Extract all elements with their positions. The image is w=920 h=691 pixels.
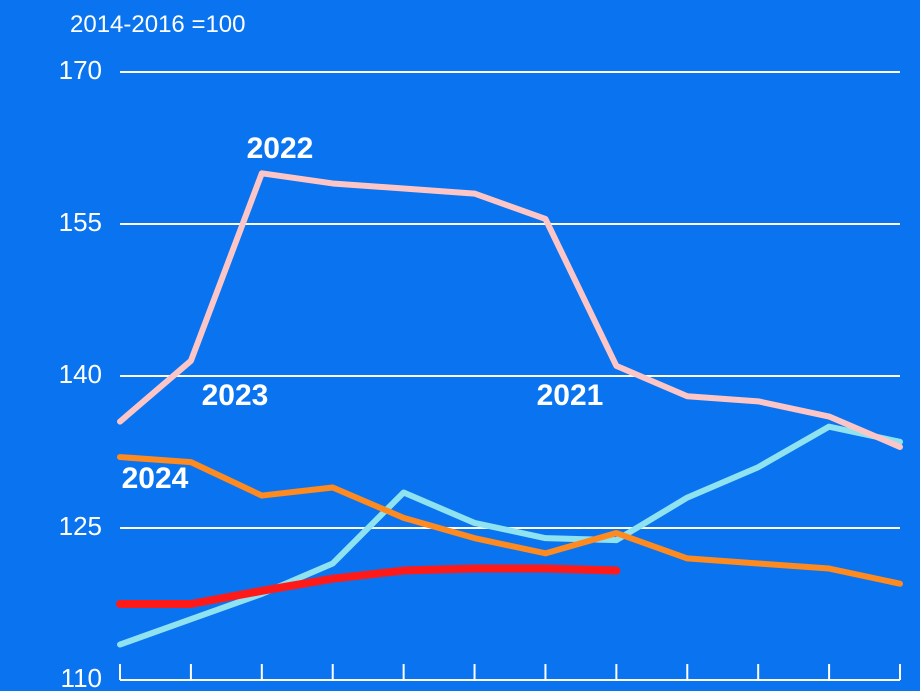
y-axis-label: 140 [59, 359, 102, 389]
series-label-2024: 2024 [122, 462, 189, 495]
series-label-2021: 2021 [537, 379, 604, 412]
y-axis-label: 125 [59, 511, 102, 541]
series-label-2023: 2023 [202, 379, 269, 412]
y-axis-label: 110 [61, 663, 102, 691]
chart-background [0, 0, 920, 691]
y-axis-label: 155 [59, 207, 102, 237]
y-axis-label: 170 [59, 55, 102, 85]
chart-subtitle: 2014-2016 =100 [70, 11, 246, 38]
series-label-2022: 2022 [247, 132, 314, 165]
